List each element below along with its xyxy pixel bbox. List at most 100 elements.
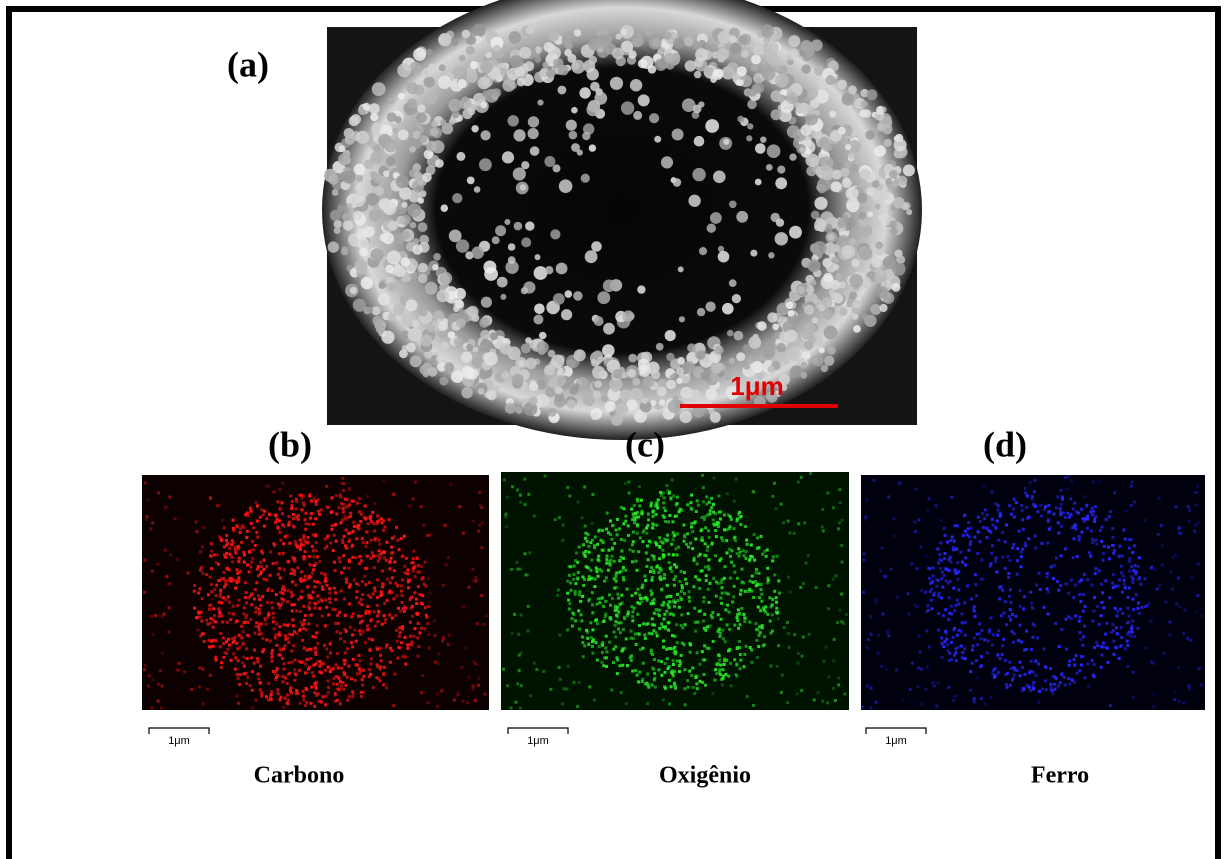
texture-dot — [1057, 532, 1060, 535]
texture-dot — [608, 560, 611, 563]
texture-dot — [1093, 596, 1096, 599]
texture-dot — [733, 624, 736, 627]
texture-dot — [565, 688, 568, 691]
texture-dot — [263, 578, 266, 581]
texture-dot — [261, 637, 264, 640]
texture-dot — [1103, 545, 1106, 548]
texture-dot — [866, 498, 869, 501]
texture-dot — [396, 640, 399, 643]
texture-dot — [721, 578, 724, 581]
texture-dot — [426, 701, 429, 704]
texture-dot — [406, 343, 416, 353]
texture-dot — [657, 668, 660, 671]
texture-dot — [293, 659, 296, 662]
texture-dot — [1109, 510, 1112, 513]
texture-dot — [743, 653, 746, 656]
texture-dot — [669, 595, 672, 598]
texture-dot — [969, 543, 972, 546]
texture-dot — [271, 589, 274, 592]
texture-dot — [1020, 551, 1023, 554]
texture-dot — [604, 615, 607, 618]
texture-dot — [940, 519, 943, 522]
texture-dot — [663, 618, 666, 621]
texture-dot — [287, 623, 290, 626]
texture-dot — [394, 582, 397, 585]
texture-dot — [305, 701, 308, 704]
texture-dot — [1112, 640, 1115, 643]
texture-dot — [974, 615, 977, 618]
texture-dot — [714, 668, 717, 671]
texture-dot — [650, 504, 653, 507]
texture-dot — [723, 663, 726, 666]
texture-dot — [468, 676, 471, 679]
texture-dot — [548, 350, 556, 358]
texture-dot — [980, 655, 983, 658]
texture-dot — [898, 482, 901, 485]
texture-dot — [822, 660, 825, 663]
texture-dot — [313, 691, 316, 694]
texture-dot — [1048, 510, 1051, 513]
texture-dot — [596, 603, 599, 606]
texture-dot — [477, 530, 480, 533]
texture-dot — [242, 551, 245, 554]
texture-dot — [1081, 644, 1084, 647]
texture-dot — [434, 661, 437, 664]
texture-dot — [802, 582, 805, 585]
texture-dot — [234, 551, 237, 554]
texture-dot — [620, 594, 623, 597]
texture-dot — [651, 526, 654, 529]
texture-dot — [357, 615, 360, 618]
texture-dot — [961, 651, 964, 654]
texture-dot — [288, 633, 291, 636]
texture-dot — [286, 637, 289, 640]
texture-dot — [611, 555, 614, 558]
texture-dot — [605, 635, 608, 638]
texture-dot — [314, 517, 317, 520]
texture-dot — [281, 512, 284, 515]
texture-dot — [368, 221, 374, 227]
texture-dot — [258, 608, 261, 611]
texture-dot — [729, 279, 737, 287]
texture-dot — [688, 596, 691, 599]
texture-dot — [277, 500, 280, 503]
texture-dot — [662, 646, 665, 649]
texture-dot — [296, 545, 299, 548]
texture-dot — [1016, 559, 1019, 562]
texture-dot — [976, 530, 979, 533]
texture-dot — [407, 586, 410, 589]
texture-dot — [398, 635, 401, 638]
texture-dot — [654, 686, 657, 689]
texture-dot — [398, 548, 401, 551]
texture-dot — [615, 573, 618, 576]
texture-dot — [601, 661, 604, 664]
texture-dot — [935, 705, 938, 708]
texture-dot — [510, 568, 513, 571]
texture-dot — [623, 310, 635, 322]
texture-dot — [755, 179, 762, 186]
texture-dot — [302, 579, 305, 582]
texture-dot — [1015, 615, 1018, 618]
texture-dot — [964, 557, 967, 560]
texture-dot — [521, 237, 531, 247]
texture-dot — [353, 211, 362, 220]
texture-dot — [896, 596, 899, 599]
texture-dot — [695, 676, 698, 679]
texture-dot — [259, 682, 262, 685]
texture-dot — [623, 647, 626, 650]
texture-dot — [630, 508, 633, 511]
texture-dot — [712, 518, 715, 521]
texture-dot — [403, 636, 406, 639]
texture-dot — [733, 500, 736, 503]
texture-dot — [355, 556, 358, 559]
texture-dot — [952, 699, 955, 702]
texture-dot — [515, 407, 522, 414]
texture-dot — [591, 241, 602, 252]
texture-dot — [376, 578, 379, 581]
texture-dot — [589, 541, 592, 544]
texture-dot — [284, 535, 287, 538]
texture-dot — [287, 673, 290, 676]
texture-dot — [271, 649, 274, 652]
texture-dot — [382, 683, 385, 686]
texture-dot — [727, 675, 730, 678]
texture-dot — [934, 504, 937, 507]
